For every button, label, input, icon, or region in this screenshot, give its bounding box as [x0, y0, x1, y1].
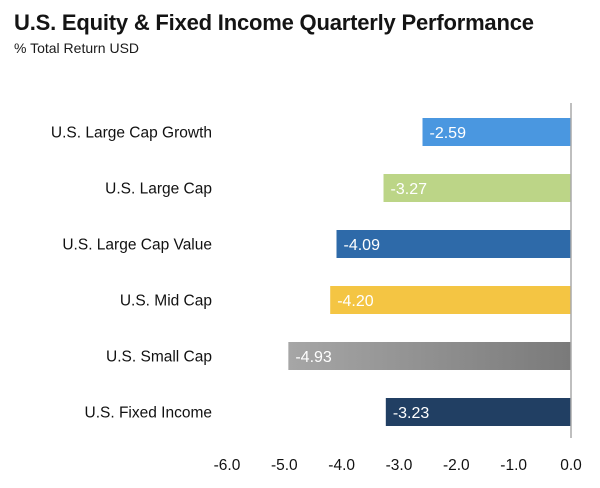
- x-tick-label-2: -4.0: [328, 457, 355, 474]
- value-label-5: -3.23: [393, 405, 430, 422]
- x-tick-label-4: -2.0: [443, 457, 470, 474]
- category-label-2: U.S. Large Cap Value: [62, 237, 212, 254]
- chart-title: U.S. Equity & Fixed Income Quarterly Per…: [14, 10, 534, 35]
- chart-subtitle: % Total Return USD: [14, 40, 140, 56]
- bar-2: [336, 230, 571, 258]
- bar-0: [422, 118, 571, 146]
- value-label-1: -3.27: [391, 181, 428, 198]
- x-tick-label-1: -5.0: [271, 457, 298, 474]
- x-tick-label-0: -6.0: [214, 457, 241, 474]
- x-tick-label-5: -1.0: [500, 457, 527, 474]
- value-label-2: -4.09: [344, 237, 381, 254]
- category-label-0: U.S. Large Cap Growth: [51, 125, 212, 142]
- category-label-3: U.S. Mid Cap: [120, 293, 212, 310]
- category-label-5: U.S. Fixed Income: [85, 405, 213, 422]
- value-label-4: -4.93: [295, 349, 332, 366]
- value-label-3: -4.20: [337, 293, 374, 310]
- bar-5: [385, 398, 571, 426]
- bar-4: [288, 342, 571, 370]
- category-label-4: U.S. Small Cap: [106, 349, 212, 366]
- bar-3: [330, 286, 571, 314]
- x-tick-label-3: -3.0: [386, 457, 413, 474]
- bar-1: [383, 174, 571, 202]
- x-tick-label-6: 0.0: [560, 457, 582, 474]
- category-label-1: U.S. Large Cap: [105, 181, 212, 198]
- value-label-0: -2.59: [430, 125, 467, 142]
